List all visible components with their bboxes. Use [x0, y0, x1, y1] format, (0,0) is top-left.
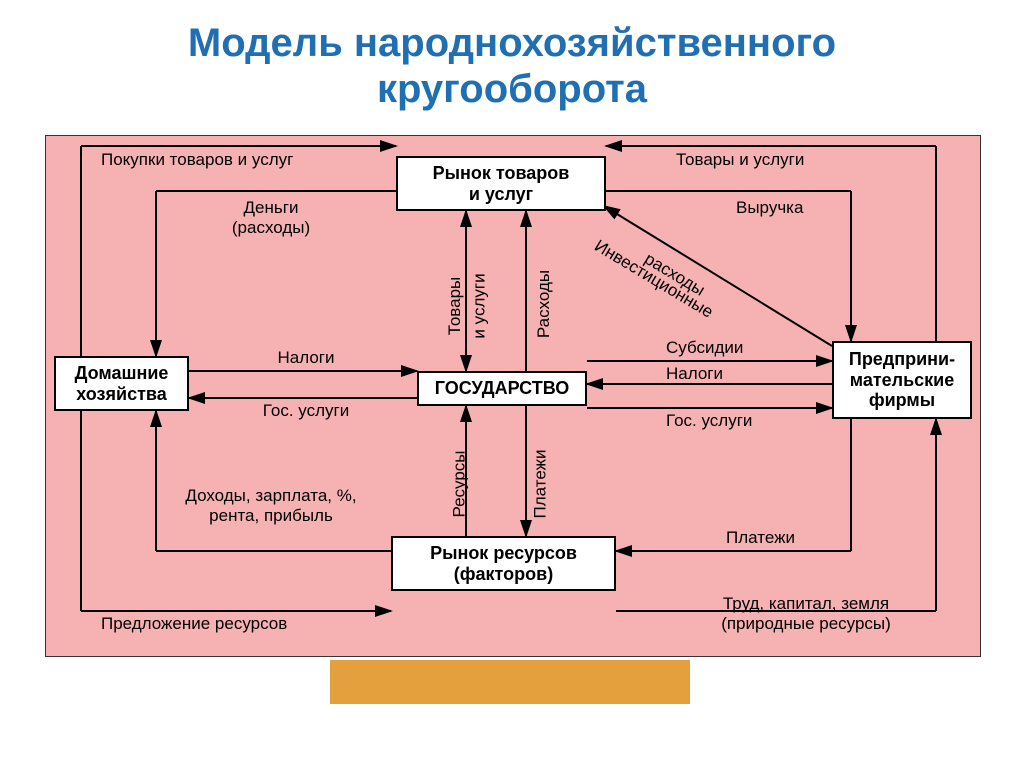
- res-l1: Рынок ресурсов: [430, 543, 577, 563]
- node-resources-market: Рынок ресурсов(факторов): [391, 536, 616, 591]
- label-govsrv-right: Гос. услуги: [666, 411, 752, 431]
- node-goods-market: Рынок товарови услуг: [396, 156, 606, 211]
- res-l2: (факторов): [454, 564, 553, 584]
- node-households: Домашниехозяйства: [54, 356, 189, 411]
- vlabel-goods: Товары: [445, 277, 465, 335]
- slide-title: Модель народнохозяйственного кругооборот…: [0, 0, 1024, 112]
- vlabel-services: и услуги: [470, 273, 490, 338]
- label-expenses-paren: (расходы): [232, 218, 310, 238]
- title-line1: Модель народнохозяйственного: [188, 21, 836, 65]
- firms-l3: фирмы: [869, 390, 935, 410]
- goods-l1: Рынок товаров: [433, 163, 570, 183]
- firms-l2: мательские: [850, 370, 955, 390]
- label-revenue: Выручка: [736, 198, 803, 218]
- label-money: Деньги: [244, 198, 299, 218]
- state-l1: ГОСУДАРСТВО: [435, 378, 570, 399]
- orange-bar: [330, 660, 690, 704]
- firms-l1: Предприни-: [849, 349, 955, 369]
- label-income2: рента, прибыль: [209, 506, 333, 526]
- label-govsrv-left: Гос. услуги: [263, 401, 349, 421]
- label-labor1: Труд, капитал, земля: [723, 594, 889, 614]
- label-payments: Платежи: [726, 528, 795, 548]
- diagram-panel: Рынок товарови услуг ГОСУДАРСТВО Рынок р…: [45, 135, 981, 657]
- label-goods-services: Товары и услуги: [676, 150, 804, 170]
- label-taxes-left: Налоги: [278, 348, 335, 368]
- node-firms: Предприни-мательскиефирмы: [832, 341, 972, 419]
- label-taxes-right: Налоги: [666, 364, 723, 384]
- title-line2: кругооборота: [377, 67, 647, 111]
- goods-l2: и услуг: [469, 184, 533, 204]
- label-income1: Доходы, зарплата, %,: [185, 486, 356, 506]
- node-state: ГОСУДАРСТВО: [417, 371, 587, 406]
- house-l1: Домашние: [75, 363, 169, 383]
- vlabel-payments: Платежи: [530, 450, 550, 519]
- house-l2: хозяйства: [76, 384, 167, 404]
- label-subsidies: Субсидии: [666, 338, 743, 358]
- label-offer-resources: Предложение ресурсов: [101, 614, 287, 634]
- vlabel-resources: Ресурсы: [450, 450, 470, 517]
- vlabel-expenses: Расходы: [534, 270, 554, 338]
- label-labor2: (природные ресурсы): [721, 614, 891, 634]
- label-buy: Покупки товаров и услуг: [101, 150, 293, 170]
